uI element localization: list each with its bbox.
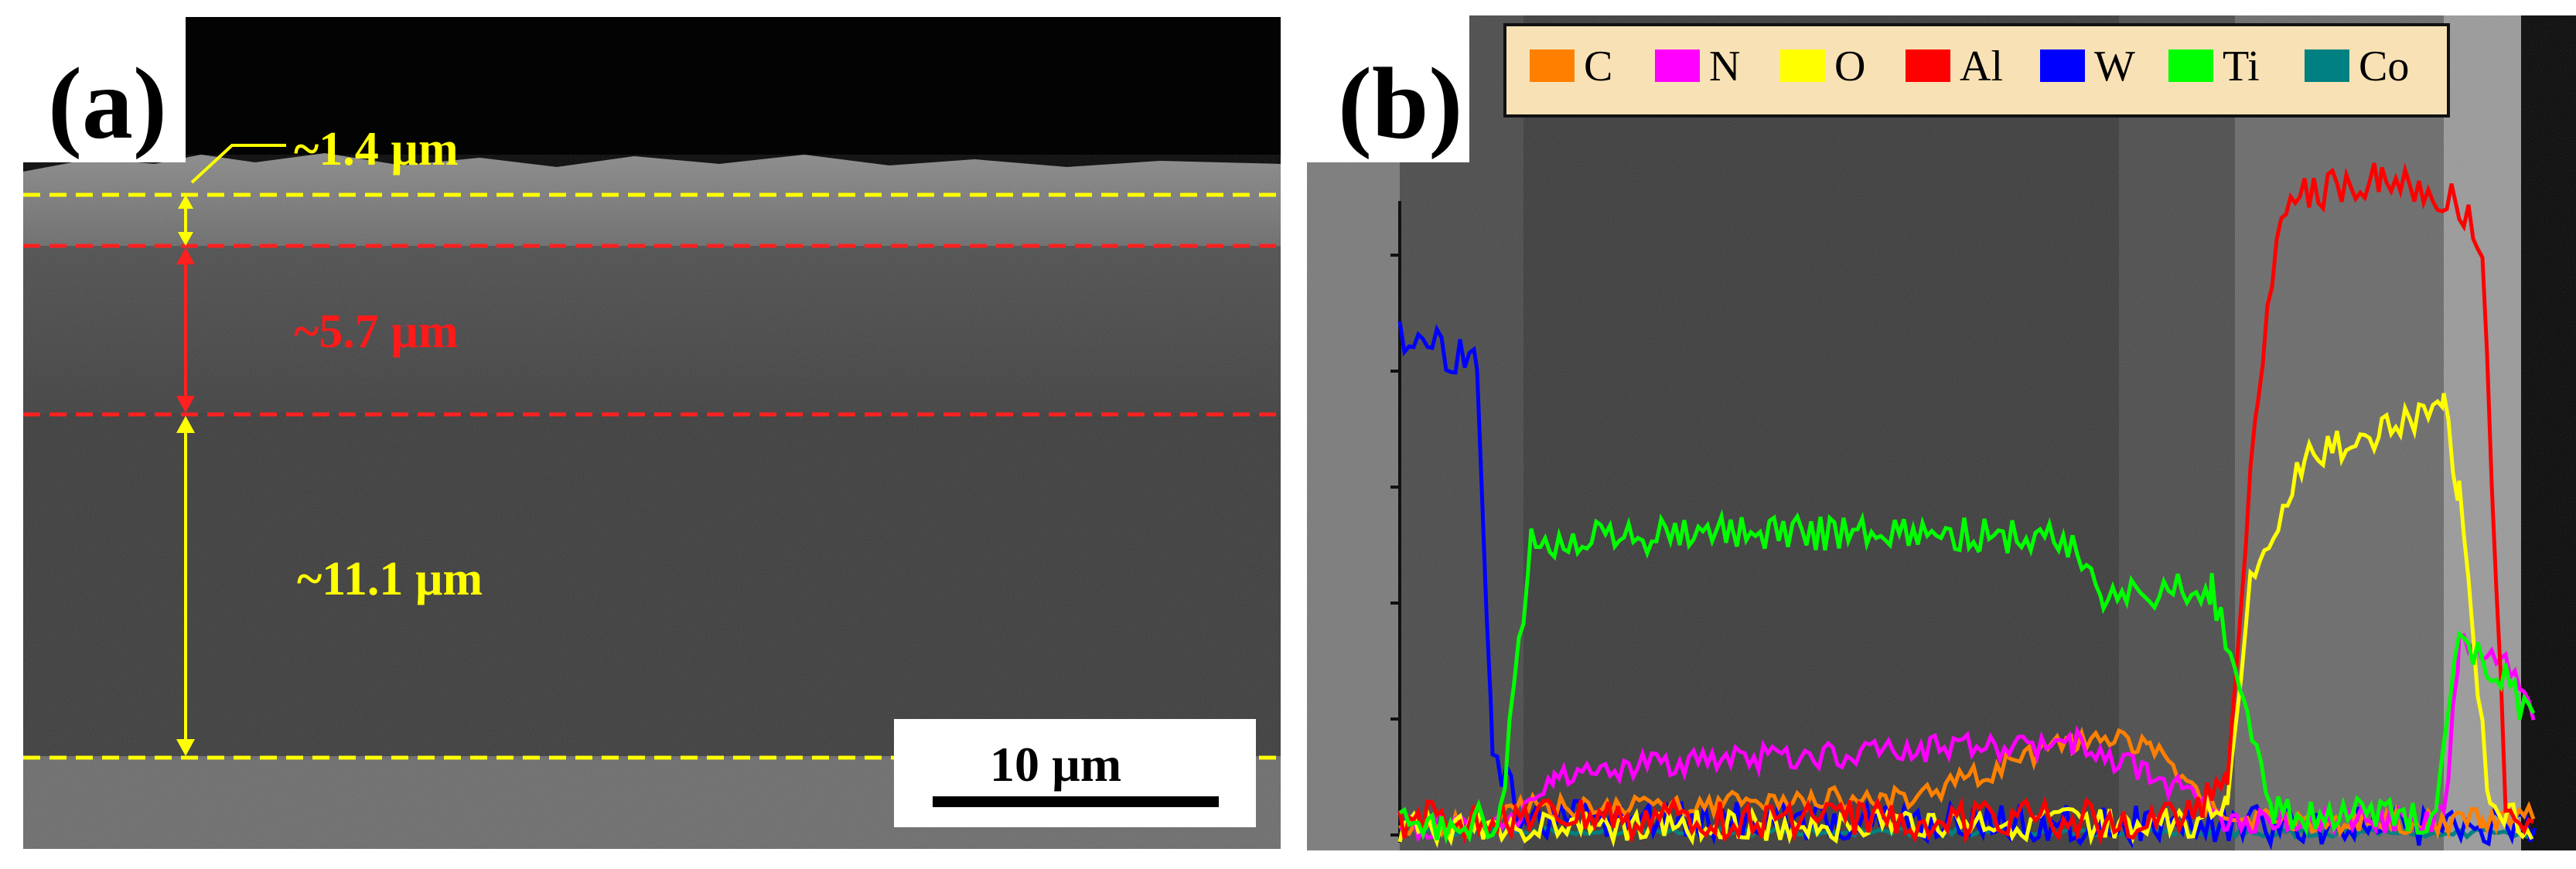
label-backdrop-b [1299,0,1469,162]
legend-label-c: C [1584,43,1613,90]
profile-c [1398,726,2536,840]
scale-bar-line [933,796,1219,807]
profile-ti [1398,509,2536,845]
eds-profile-lines [1397,162,2537,850]
scale-bar-label: 10 µm [990,737,1122,792]
legend-label-ti: Ti [2223,43,2260,90]
legend-label-w: W [2094,43,2135,90]
legend-label-co: Co [2359,43,2410,90]
legend-label-o: O [1834,43,1866,90]
legend-label-al: Al [1960,43,2003,90]
sem-image-b [1299,0,2576,869]
profile-al [1397,162,2535,845]
legend-swatch-c [1530,49,1575,82]
legend-swatch-n [1655,49,1700,82]
legend-swatch-o [1780,49,1825,82]
legend-swatch-al [1906,49,1950,82]
layer-thickness-middle: ~5.7 µm [294,305,459,358]
panel-label-a: (a) [48,46,167,160]
panel-b-eds-linescan: (b) C N O Al W Ti Co [1299,0,2576,869]
legend-swatch-co [2305,49,2349,82]
scale-bar-box: 10 µm [894,719,1256,827]
legend-swatch-w [2040,49,2085,82]
legend-label-n: N [1709,43,1741,90]
layer-thickness-top: ~1.4 µm [294,123,459,176]
panel-label-b: (b) [1338,46,1463,160]
legend: C N O Al W Ti Co [1503,23,2450,118]
layer-thickness-bottom: ~11.1 µm [297,553,483,605]
label-backdrop-a [0,0,186,162]
panel-a-sem-cross-section: (a) ~1.4 µm ~5.7 µm ~11.1 µm 10 µm [0,0,1281,869]
legend-swatch-ti [2168,49,2213,82]
